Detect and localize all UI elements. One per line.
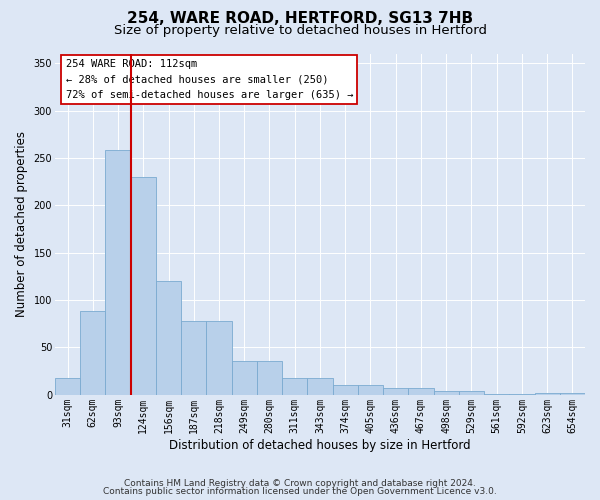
Bar xyxy=(383,388,409,394)
Bar xyxy=(206,320,232,394)
Bar xyxy=(131,177,156,394)
Text: 254 WARE ROAD: 112sqm
← 28% of detached houses are smaller (250)
72% of semi-det: 254 WARE ROAD: 112sqm ← 28% of detached … xyxy=(65,59,353,100)
Text: Contains HM Land Registry data © Crown copyright and database right 2024.: Contains HM Land Registry data © Crown c… xyxy=(124,478,476,488)
Bar xyxy=(232,362,257,394)
Bar xyxy=(80,312,106,394)
Bar xyxy=(156,281,181,394)
Bar xyxy=(55,378,80,394)
Y-axis label: Number of detached properties: Number of detached properties xyxy=(15,132,28,318)
Text: Size of property relative to detached houses in Hertford: Size of property relative to detached ho… xyxy=(113,24,487,37)
Bar xyxy=(358,385,383,394)
Bar xyxy=(307,378,332,394)
X-axis label: Distribution of detached houses by size in Hertford: Distribution of detached houses by size … xyxy=(169,440,471,452)
Bar xyxy=(282,378,307,394)
Bar xyxy=(535,392,560,394)
Bar xyxy=(459,390,484,394)
Bar xyxy=(257,362,282,394)
Text: Contains public sector information licensed under the Open Government Licence v3: Contains public sector information licen… xyxy=(103,487,497,496)
Bar xyxy=(332,385,358,394)
Bar xyxy=(409,388,434,394)
Bar xyxy=(106,150,131,394)
Bar xyxy=(560,392,585,394)
Text: 254, WARE ROAD, HERTFORD, SG13 7HB: 254, WARE ROAD, HERTFORD, SG13 7HB xyxy=(127,11,473,26)
Bar xyxy=(434,390,459,394)
Bar xyxy=(181,320,206,394)
